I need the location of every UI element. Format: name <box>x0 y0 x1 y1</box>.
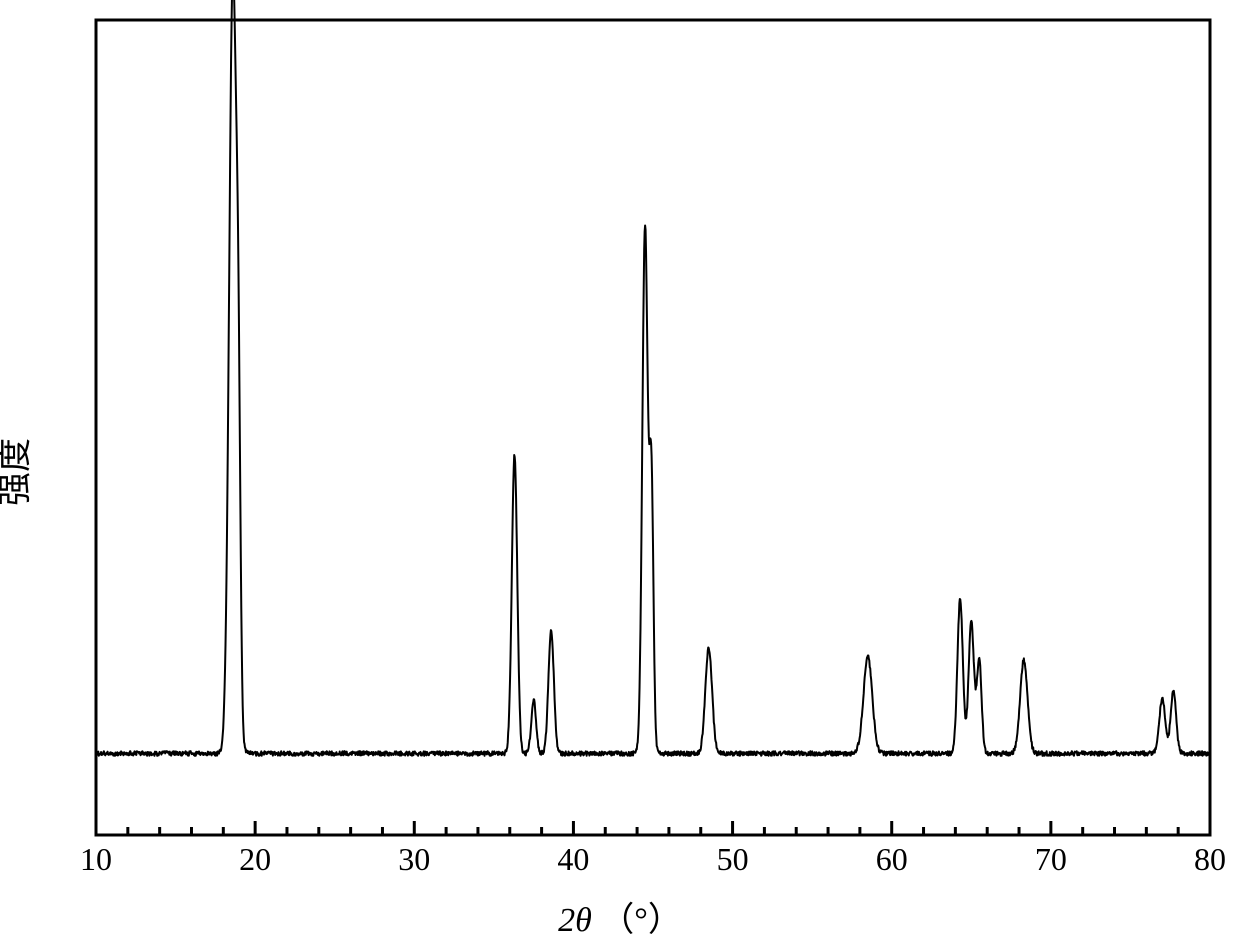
x-axis-ticks: 10 20 30 40 50 60 70 80 <box>80 821 1226 877</box>
xrd-trace <box>96 0 1210 756</box>
x-tick-label: 10 <box>80 841 112 877</box>
x-tick-label: 50 <box>717 841 749 877</box>
x-tick-label: 40 <box>557 841 589 877</box>
x-tick-label: 70 <box>1035 841 1067 877</box>
x-tick-label: 20 <box>239 841 271 877</box>
x-tick-label: 60 <box>876 841 908 877</box>
xrd-figure: 强度 10 20 30 40 50 60 70 80 2θ （°） <box>0 0 1240 943</box>
y-axis-label: 强度 <box>0 438 37 506</box>
x-tick-label: 30 <box>398 841 430 877</box>
xrd-chart-svg: 10 20 30 40 50 60 70 80 <box>0 0 1240 943</box>
x-axis-label-symbol: 2θ <box>558 902 592 939</box>
x-axis-label-unit: （°） <box>600 902 682 939</box>
x-tick-label: 80 <box>1194 841 1226 877</box>
x-axis-label: 2θ （°） <box>558 892 682 941</box>
